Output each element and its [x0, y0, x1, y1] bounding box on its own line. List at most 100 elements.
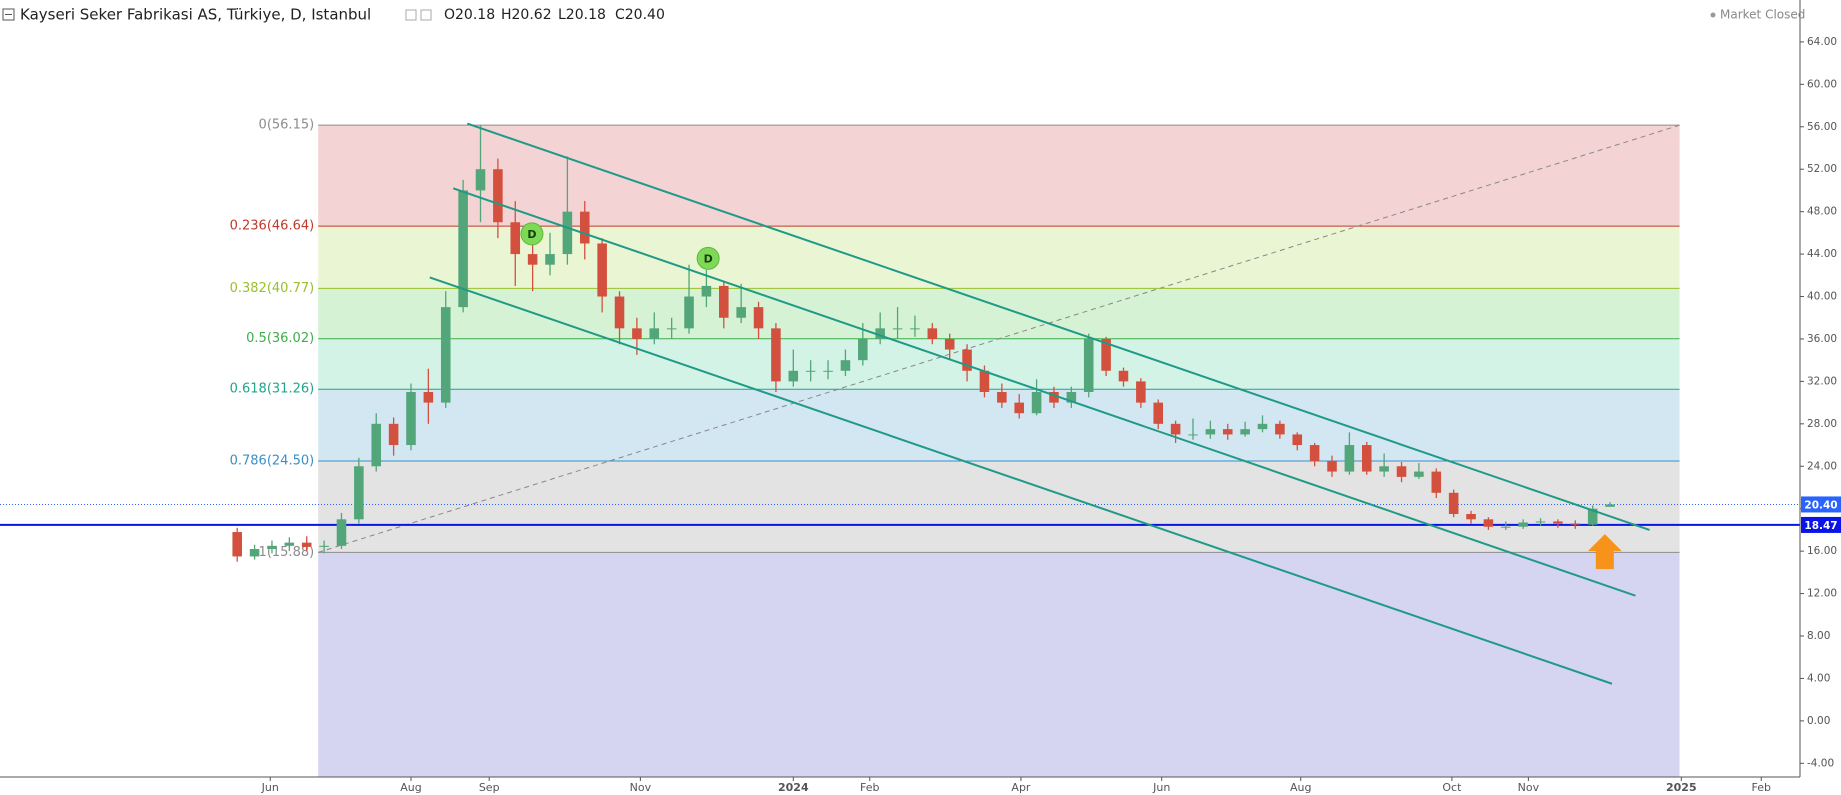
candle-body	[666, 328, 677, 330]
candle-body	[1083, 338, 1094, 393]
y-tick-label: 28.00	[1807, 418, 1837, 430]
candle-body	[1275, 423, 1285, 435]
y-tick-label: -4.00	[1807, 757, 1834, 769]
candle-body	[1170, 423, 1181, 435]
candle-body	[284, 542, 295, 546]
candle-body	[1344, 445, 1355, 472]
candle-body	[736, 307, 746, 318]
arrow	[1587, 534, 1622, 570]
plot: 0(56.15) 0.236(46.64) 0.382(40.77) 0.5(36.0…	[0, 118, 1800, 777]
candle-body	[1535, 521, 1546, 523]
candle-body	[1396, 466, 1407, 477]
collapse-icon	[2, 8, 15, 21]
x-tick-label: Feb	[1752, 781, 1771, 794]
candle-body	[1153, 402, 1164, 424]
channel-line	[466, 122, 1650, 531]
y-tick-label: 64.00	[1807, 36, 1837, 48]
x-tick-label: Aug	[400, 781, 421, 794]
candle-body	[962, 349, 972, 371]
candle-body	[249, 549, 260, 557]
candle-body	[927, 328, 938, 339]
candle-body	[1518, 522, 1528, 527]
y-tick-label: 48.00	[1807, 206, 1837, 218]
candle-body	[979, 370, 990, 393]
candle-body	[892, 328, 903, 330]
candle-body	[840, 360, 851, 371]
candle-body	[562, 211, 573, 255]
candle-body	[1240, 429, 1250, 435]
fib-trend-line	[318, 124, 1680, 553]
x-tick-label: Aug	[1290, 781, 1311, 794]
candle-body	[858, 338, 868, 361]
candle-body	[1188, 434, 1198, 436]
header-icon	[405, 9, 417, 21]
x-tick-label: Apr	[1011, 781, 1031, 794]
candle-body	[1587, 508, 1598, 525]
candle-body	[336, 519, 347, 546]
candle-body	[1101, 338, 1111, 371]
candle-body	[719, 285, 729, 318]
candle-body	[649, 328, 660, 339]
candle-body	[406, 392, 416, 446]
x-tick-label: Oct	[1442, 781, 1462, 794]
y-tick-label: 0.00	[1807, 715, 1830, 727]
fib-label: 0.236(46.64)	[230, 219, 315, 234]
candle-body	[1431, 471, 1442, 493]
candle-body	[510, 222, 521, 255]
fib-label: 1(15.88)	[259, 545, 315, 560]
market-status: Market Closed	[1720, 8, 1805, 22]
fib-zone	[318, 460, 1680, 553]
candle-body	[388, 423, 399, 446]
candle-body	[614, 296, 625, 329]
candle-body	[1049, 392, 1059, 403]
candle-body	[319, 545, 329, 547]
x-tick-label: 2024	[778, 781, 809, 794]
price-label: 18.47	[1804, 520, 1837, 532]
candle-body	[1553, 521, 1563, 524]
fib-zone	[318, 338, 1680, 390]
ohlc-value: L20.18	[558, 7, 606, 23]
event-marker	[520, 222, 544, 246]
event-label: D	[704, 252, 713, 265]
fib-zone	[318, 125, 1680, 227]
candle-body	[1483, 519, 1494, 527]
y-tick-label: 12.00	[1807, 588, 1837, 600]
ohlc-value: C20.40	[615, 7, 665, 23]
channel-line	[452, 187, 1636, 597]
fib-zone	[318, 552, 1680, 777]
price-label-box	[1801, 516, 1841, 533]
fib-zone	[318, 226, 1680, 289]
candle-body	[684, 296, 694, 329]
candle-body	[701, 285, 712, 297]
x-tick-label: Nov	[1518, 781, 1540, 794]
event-marker	[696, 246, 720, 270]
chart-title: Kayseri Seker Fabrikasi AS, Türkiye, D, …	[20, 6, 371, 24]
candle-body	[1361, 445, 1372, 472]
candle-body	[1031, 392, 1042, 414]
candle-body	[1570, 523, 1581, 525]
price-label: 20.40	[1804, 499, 1837, 511]
y-tick-label: 60.00	[1807, 78, 1837, 90]
x-tick-label: 2025	[1666, 781, 1697, 794]
candle-body	[1257, 423, 1268, 430]
y-tick-label: 4.00	[1807, 672, 1830, 684]
x-tick-label: Nov	[630, 781, 652, 794]
candle-body	[545, 254, 555, 265]
status-dot	[1710, 12, 1716, 18]
candle-body	[267, 545, 277, 550]
candle-body	[493, 169, 503, 223]
candle-body	[944, 338, 955, 350]
candle-body	[788, 370, 799, 382]
fib-zone	[318, 288, 1680, 339]
candle-body	[371, 423, 382, 467]
x-tick-label: Feb	[860, 781, 879, 794]
candle-body	[753, 307, 764, 329]
candle-body	[1292, 434, 1303, 446]
candle-body	[1014, 402, 1024, 414]
x-tick-label: Sep	[479, 781, 500, 794]
candle-body	[527, 254, 538, 265]
candle-body	[1309, 445, 1320, 461]
candle-body	[232, 532, 242, 557]
